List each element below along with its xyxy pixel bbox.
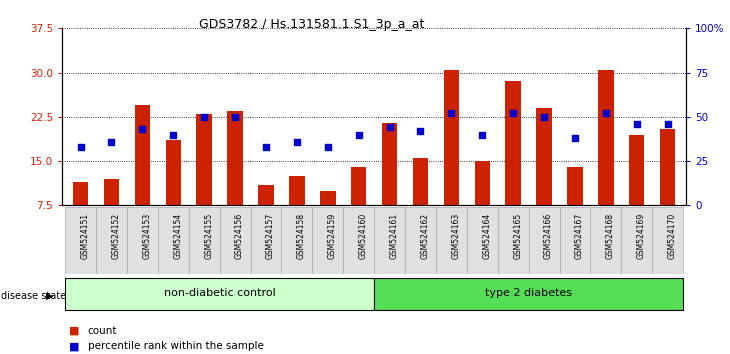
FancyBboxPatch shape xyxy=(250,207,282,274)
Bar xyxy=(134,105,150,205)
Bar xyxy=(598,70,614,205)
FancyBboxPatch shape xyxy=(96,207,127,274)
FancyBboxPatch shape xyxy=(652,207,683,274)
Text: non-diabetic control: non-diabetic control xyxy=(164,288,275,298)
Bar xyxy=(629,135,645,205)
Bar xyxy=(351,167,366,205)
FancyBboxPatch shape xyxy=(127,207,158,274)
Text: GSM524170: GSM524170 xyxy=(668,212,677,259)
Point xyxy=(445,110,457,116)
FancyBboxPatch shape xyxy=(405,207,436,274)
Text: GSM524156: GSM524156 xyxy=(235,212,244,259)
Point xyxy=(137,126,148,132)
Text: GSM524169: GSM524169 xyxy=(637,212,646,259)
Text: GSM524157: GSM524157 xyxy=(266,212,275,259)
FancyBboxPatch shape xyxy=(621,207,652,274)
FancyBboxPatch shape xyxy=(189,207,220,274)
Text: type 2 diabetes: type 2 diabetes xyxy=(485,288,572,298)
Text: ▶: ▶ xyxy=(46,291,53,301)
Text: percentile rank within the sample: percentile rank within the sample xyxy=(88,341,264,351)
Point xyxy=(384,125,396,130)
Bar xyxy=(382,123,397,205)
Point xyxy=(631,121,642,127)
Point xyxy=(260,144,272,150)
Text: GSM524161: GSM524161 xyxy=(390,212,399,258)
Bar xyxy=(537,108,552,205)
FancyBboxPatch shape xyxy=(529,207,559,274)
Bar xyxy=(567,167,583,205)
Point xyxy=(229,114,241,120)
Bar xyxy=(227,111,243,205)
Bar xyxy=(412,158,429,205)
Text: GSM524152: GSM524152 xyxy=(112,212,120,258)
FancyBboxPatch shape xyxy=(282,207,312,274)
Text: GSM524151: GSM524151 xyxy=(80,212,90,258)
FancyBboxPatch shape xyxy=(312,207,343,274)
FancyBboxPatch shape xyxy=(374,207,405,274)
FancyBboxPatch shape xyxy=(374,278,683,310)
Point xyxy=(538,114,550,120)
Bar xyxy=(660,129,675,205)
FancyBboxPatch shape xyxy=(591,207,621,274)
Text: count: count xyxy=(88,326,117,336)
Bar xyxy=(505,81,521,205)
Bar xyxy=(258,185,274,205)
Point xyxy=(291,139,303,144)
FancyBboxPatch shape xyxy=(559,207,591,274)
Text: GSM524165: GSM524165 xyxy=(513,212,522,259)
Text: GSM524163: GSM524163 xyxy=(451,212,461,259)
Point xyxy=(662,121,674,127)
Bar xyxy=(320,190,336,205)
Text: GSM524158: GSM524158 xyxy=(297,212,306,258)
Bar xyxy=(73,182,88,205)
Point xyxy=(507,110,519,116)
Text: disease state: disease state xyxy=(1,291,66,301)
Bar xyxy=(474,161,490,205)
Point xyxy=(167,132,179,137)
Point xyxy=(199,114,210,120)
Point xyxy=(322,144,334,150)
Text: GDS3782 / Hs.131581.1.S1_3p_a_at: GDS3782 / Hs.131581.1.S1_3p_a_at xyxy=(199,18,425,31)
Point xyxy=(569,135,581,141)
Bar xyxy=(196,114,212,205)
Point xyxy=(106,139,118,144)
Text: GSM524166: GSM524166 xyxy=(544,212,553,259)
FancyBboxPatch shape xyxy=(220,207,250,274)
Text: GSM524153: GSM524153 xyxy=(142,212,151,259)
FancyBboxPatch shape xyxy=(65,278,374,310)
Text: GSM524162: GSM524162 xyxy=(420,212,429,258)
Text: ■: ■ xyxy=(69,341,80,351)
Point xyxy=(415,128,426,134)
Bar xyxy=(444,70,459,205)
Text: GSM524155: GSM524155 xyxy=(204,212,213,259)
FancyBboxPatch shape xyxy=(343,207,374,274)
FancyBboxPatch shape xyxy=(436,207,466,274)
Bar xyxy=(289,176,304,205)
Text: GSM524167: GSM524167 xyxy=(575,212,584,259)
Text: ■: ■ xyxy=(69,326,80,336)
Text: GSM524159: GSM524159 xyxy=(328,212,337,259)
Point xyxy=(600,110,612,116)
FancyBboxPatch shape xyxy=(65,207,96,274)
FancyBboxPatch shape xyxy=(466,207,498,274)
Bar xyxy=(104,179,119,205)
FancyBboxPatch shape xyxy=(498,207,529,274)
Text: GSM524168: GSM524168 xyxy=(606,212,615,258)
Point xyxy=(477,132,488,137)
Bar xyxy=(166,141,181,205)
FancyBboxPatch shape xyxy=(158,207,189,274)
Point xyxy=(353,132,364,137)
Point xyxy=(74,144,86,150)
Text: GSM524160: GSM524160 xyxy=(358,212,368,259)
Text: GSM524164: GSM524164 xyxy=(483,212,491,259)
Text: GSM524154: GSM524154 xyxy=(173,212,182,259)
